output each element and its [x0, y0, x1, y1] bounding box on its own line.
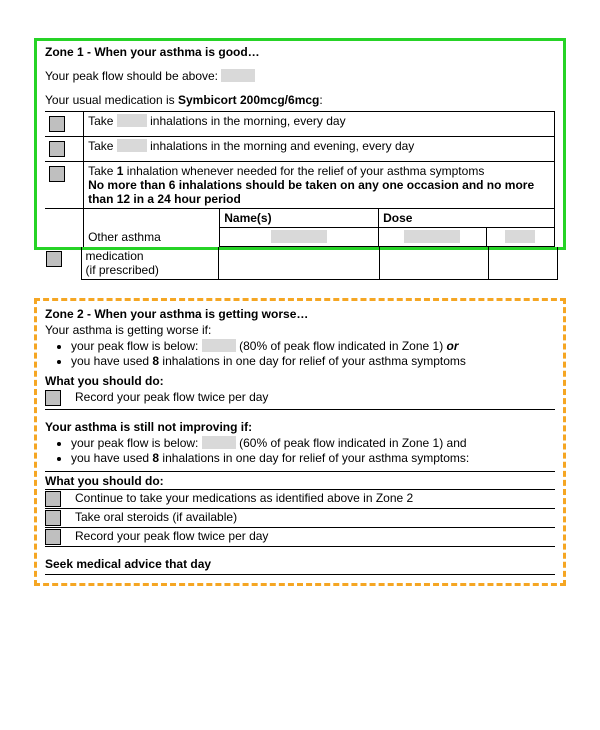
bullet-2: you have used 8 inhalations in one day f… [71, 354, 555, 368]
zone-1-box: Zone 1 - When your asthma is good… Your … [34, 38, 566, 250]
row2-b: inhalations in the morning and evening, … [150, 139, 414, 153]
checkbox-t1[interactable] [45, 491, 61, 507]
usual-med-line: Your usual medication is Symbicort 200mc… [45, 93, 555, 107]
names-hdr: Name(s) [220, 209, 379, 228]
usual-med-name: Symbicort 200mcg/6mcg [178, 93, 319, 107]
row1-field[interactable] [117, 114, 147, 127]
checkbox-t2[interactable] [45, 510, 61, 526]
should-1: What you should do: [45, 374, 555, 388]
row2-a: Take [88, 139, 113, 153]
worse-if: Your asthma is getting worse if: [45, 323, 555, 337]
peak-flow-line: Your peak flow should be above: [45, 69, 555, 83]
zone-1: Zone 1 - When your asthma is good… Your … [34, 38, 566, 280]
t-row-2: Take oral steroids (if available) [45, 508, 555, 526]
name-field-1[interactable] [271, 230, 327, 243]
zone-2-title: Zone 2 - When your asthma is getting wor… [45, 307, 555, 321]
s1-text: Record your peak flow twice per day [67, 390, 555, 404]
t-row-1: Continue to take your medications as ide… [45, 489, 555, 507]
usual-med-pre: Your usual medication is [45, 93, 178, 107]
dose-field-2[interactable] [505, 230, 535, 243]
worse-bullets: your peak flow is below: (80% of peak fl… [45, 339, 555, 368]
c2-b: inhalations in one day for relief of you… [159, 451, 469, 465]
page: Zone 1 - When your asthma is good… Your … [0, 0, 600, 634]
zone-2: Zone 2 - When your asthma is getting wor… [34, 298, 566, 586]
checkbox-2[interactable] [49, 141, 65, 157]
other-c: (if prescribed) [86, 263, 159, 277]
other-row-top: Other asthma [45, 228, 555, 247]
b1-b: (80% of peak flow indicated in Zone 1) [239, 339, 446, 353]
t1-text: Continue to take your medications as ide… [67, 491, 555, 505]
b1-a: your peak flow is below: [71, 339, 198, 353]
b1-field[interactable] [202, 339, 236, 352]
checkbox-4[interactable] [46, 251, 62, 267]
med-row-1: Take inhalations in the morning, every d… [45, 112, 555, 137]
seek-advice: Seek medical advice that day [45, 557, 555, 575]
b2-b: inhalations in one day for relief of you… [159, 354, 466, 368]
row3-a: Take [88, 164, 117, 178]
med-headers: Name(s) Dose [45, 209, 555, 228]
row2-field[interactable] [117, 139, 147, 152]
med-row-3: Take 1 inhalation whenever needed for th… [45, 162, 555, 209]
zone-1-title: Zone 1 - When your asthma is good… [45, 45, 555, 59]
medication-table: Take inhalations in the morning, every d… [45, 111, 555, 247]
row3-warn: No more than 6 inhalations should be tak… [88, 178, 534, 206]
c1-b: (60% of peak flow indicated in Zone 1) a… [239, 436, 466, 450]
should-2: What you should do: [45, 474, 555, 488]
dose-field-1[interactable] [404, 230, 460, 243]
t2-text: Take oral steroids (if available) [67, 510, 555, 524]
other-row-bottom: medication (if prescribed) [42, 247, 558, 280]
zone-1-overflow: medication (if prescribed) [42, 247, 558, 280]
bullet-c1: your peak flow is below: (60% of peak fl… [71, 436, 555, 450]
checkbox-3[interactable] [49, 166, 65, 182]
checkbox-t3[interactable] [45, 529, 61, 545]
b2-a: you have used [71, 354, 152, 368]
other-a: Other asthma [84, 228, 220, 247]
med-row-2: Take inhalations in the morning and even… [45, 137, 555, 162]
usual-med-suf: : [319, 93, 322, 107]
dose-hdr: Dose [379, 209, 555, 228]
row1-b: inhalations in the morning, every day [150, 114, 345, 128]
peak-flow-field[interactable] [221, 69, 255, 82]
still-not: Your asthma is still not improving if: [45, 420, 555, 434]
other-b: medication [86, 249, 144, 263]
bullet-1: your peak flow is below: (80% of peak fl… [71, 339, 555, 353]
c2-a: you have used [71, 451, 152, 465]
should1-row: Record your peak flow twice per day [45, 389, 555, 410]
b1-or: or [447, 339, 459, 353]
still-bullets: your peak flow is below: (60% of peak fl… [45, 436, 555, 465]
row3-b: inhalation whenever needed for the relie… [123, 164, 484, 178]
row1-a: Take [88, 114, 113, 128]
c1-field[interactable] [202, 436, 236, 449]
bullet-c2: you have used 8 inhalations in one day f… [71, 451, 555, 465]
peak-flow-label: Your peak flow should be above: [45, 69, 218, 83]
t3-text: Record your peak flow twice per day [67, 529, 555, 543]
t-row-3: Record your peak flow twice per day [45, 527, 555, 547]
c1-a: your peak flow is below: [71, 436, 198, 450]
checkbox-1[interactable] [49, 116, 65, 132]
checkbox-s1[interactable] [45, 390, 61, 406]
